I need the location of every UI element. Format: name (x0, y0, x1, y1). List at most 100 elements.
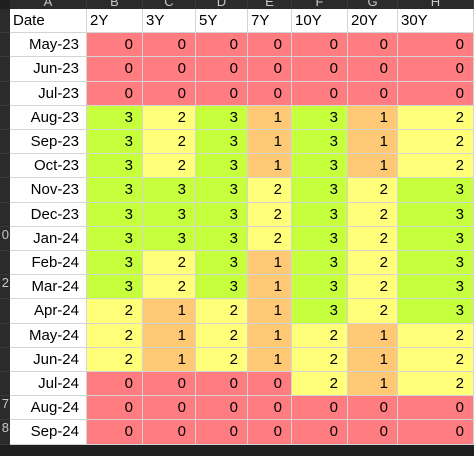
row-header[interactable] (0, 299, 10, 324)
value-cell[interactable]: 2 (143, 130, 196, 155)
header-date-cell[interactable]: Date (10, 9, 87, 34)
date-cell[interactable]: Oct-23 (10, 154, 87, 179)
value-cell[interactable]: 0 (248, 372, 292, 397)
value-cell[interactable]: 3 (87, 178, 143, 203)
value-cell[interactable]: 0 (87, 57, 143, 82)
value-cell[interactable]: 3 (87, 251, 143, 276)
value-cell[interactable]: 3 (292, 105, 348, 130)
value-cell[interactable]: 0 (143, 57, 196, 82)
value-cell[interactable]: 0 (292, 420, 348, 445)
date-cell[interactable]: Aug-23 (10, 105, 87, 130)
value-cell[interactable]: 3 (292, 154, 348, 179)
column-header-h[interactable]: H (398, 0, 474, 9)
value-cell[interactable]: 3 (398, 202, 474, 227)
value-cell[interactable]: 3 (87, 105, 143, 130)
value-cell[interactable]: 2 (248, 226, 292, 251)
value-cell[interactable]: 0 (398, 396, 474, 421)
value-cell[interactable]: 0 (248, 57, 292, 82)
date-cell[interactable]: May-23 (10, 33, 87, 58)
value-cell[interactable]: 0 (196, 81, 248, 106)
column-header-f[interactable]: F (292, 0, 348, 9)
value-cell[interactable]: 0 (348, 396, 398, 421)
value-cell[interactable]: 3 (87, 202, 143, 227)
value-cell[interactable]: 3 (292, 226, 348, 251)
row-header[interactable] (0, 33, 10, 58)
column-header-a[interactable]: A (10, 0, 87, 9)
value-cell[interactable]: 3 (87, 226, 143, 251)
value-cell[interactable]: 3 (87, 275, 143, 300)
value-cell[interactable]: 2 (292, 347, 348, 372)
value-cell[interactable]: 0 (196, 372, 248, 397)
value-cell[interactable]: 3 (196, 105, 248, 130)
date-cell[interactable]: Dec-23 (10, 202, 87, 227)
row-header[interactable]: 7 (0, 396, 10, 421)
value-cell[interactable]: 2 (398, 347, 474, 372)
date-cell[interactable]: Feb-24 (10, 251, 87, 276)
value-cell[interactable]: 1 (348, 323, 398, 348)
value-cell[interactable]: 1 (248, 275, 292, 300)
value-cell[interactable]: 3 (292, 130, 348, 155)
date-cell[interactable]: Mar-24 (10, 275, 87, 300)
value-cell[interactable]: 1 (348, 154, 398, 179)
value-cell[interactable]: 2 (196, 299, 248, 324)
value-cell[interactable]: 1 (348, 372, 398, 397)
value-cell[interactable]: 3 (292, 299, 348, 324)
column-header-e[interactable]: E (248, 0, 292, 9)
value-cell[interactable]: 1 (143, 347, 196, 372)
value-cell[interactable]: 2 (398, 105, 474, 130)
value-cell[interactable]: 0 (398, 81, 474, 106)
row-header[interactable] (0, 202, 10, 227)
value-cell[interactable]: 1 (348, 130, 398, 155)
value-cell[interactable]: 0 (196, 420, 248, 445)
value-cell[interactable]: 0 (248, 396, 292, 421)
value-cell[interactable]: 2 (143, 275, 196, 300)
row-header[interactable] (0, 154, 10, 179)
value-cell[interactable]: 2 (348, 275, 398, 300)
date-cell[interactable]: May-24 (10, 323, 87, 348)
value-cell[interactable]: 2 (87, 347, 143, 372)
value-cell[interactable]: 2 (196, 347, 248, 372)
date-cell[interactable]: Jun-24 (10, 347, 87, 372)
value-cell[interactable]: 3 (196, 130, 248, 155)
value-cell[interactable]: 2 (348, 299, 398, 324)
value-cell[interactable]: 1 (248, 299, 292, 324)
value-cell[interactable]: 3 (196, 251, 248, 276)
value-cell[interactable]: 3 (196, 226, 248, 251)
row-header[interactable] (0, 323, 10, 348)
header-tenor-cell[interactable]: 7Y (248, 9, 292, 34)
row-header[interactable] (0, 81, 10, 106)
value-cell[interactable]: 0 (87, 420, 143, 445)
value-cell[interactable]: 3 (196, 275, 248, 300)
date-cell[interactable]: Jun-23 (10, 57, 87, 82)
value-cell[interactable]: 3 (143, 226, 196, 251)
date-cell[interactable]: Aug-24 (10, 396, 87, 421)
value-cell[interactable]: 2 (292, 372, 348, 397)
value-cell[interactable]: 1 (143, 323, 196, 348)
value-cell[interactable]: 2 (398, 323, 474, 348)
value-cell[interactable]: 1 (248, 154, 292, 179)
value-cell[interactable]: 2 (398, 372, 474, 397)
value-cell[interactable]: 3 (292, 178, 348, 203)
value-cell[interactable]: 0 (292, 396, 348, 421)
value-cell[interactable]: 3 (196, 178, 248, 203)
header-tenor-cell[interactable]: 20Y (348, 9, 398, 34)
row-header[interactable] (0, 347, 10, 372)
value-cell[interactable]: 0 (248, 33, 292, 58)
value-cell[interactable]: 2 (348, 202, 398, 227)
value-cell[interactable]: 3 (196, 202, 248, 227)
column-header-b[interactable]: B (87, 0, 143, 9)
header-tenor-cell[interactable]: 30Y (398, 9, 474, 34)
row-header[interactable] (0, 9, 10, 34)
value-cell[interactable]: 0 (196, 396, 248, 421)
value-cell[interactable]: 1 (248, 251, 292, 276)
value-cell[interactable]: 1 (248, 105, 292, 130)
value-cell[interactable]: 1 (348, 347, 398, 372)
value-cell[interactable]: 0 (143, 420, 196, 445)
date-cell[interactable]: Apr-24 (10, 299, 87, 324)
value-cell[interactable]: 2 (87, 299, 143, 324)
value-cell[interactable]: 1 (248, 323, 292, 348)
value-cell[interactable]: 2 (143, 251, 196, 276)
value-cell[interactable]: 0 (292, 33, 348, 58)
value-cell[interactable]: 0 (143, 33, 196, 58)
